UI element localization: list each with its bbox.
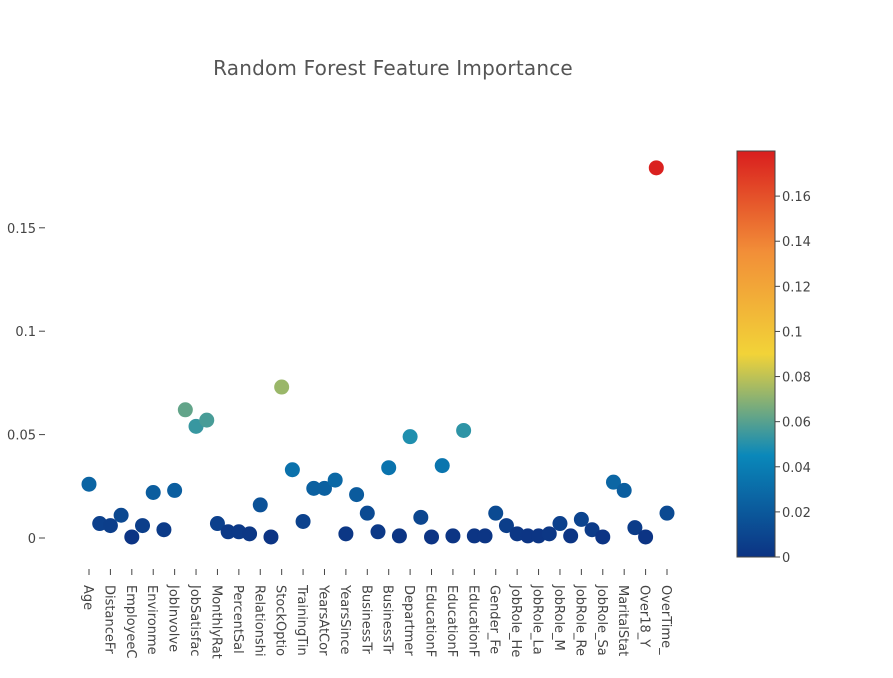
data-point[interactable] <box>263 529 279 545</box>
colorbar-tick-label: 0 <box>782 551 790 566</box>
data-point[interactable] <box>370 524 386 540</box>
data-point[interactable] <box>477 528 493 544</box>
x-tick-label: JobRole_Sa <box>594 584 609 656</box>
data-point[interactable] <box>284 462 300 478</box>
y-tick-label: 0.1 <box>15 325 36 340</box>
data-point[interactable] <box>167 482 183 498</box>
data-point[interactable] <box>274 379 290 395</box>
data-point[interactable] <box>541 526 557 542</box>
colorbar-scale <box>736 150 776 558</box>
data-point[interactable] <box>488 505 504 521</box>
data-point[interactable] <box>242 526 258 542</box>
data-point[interactable] <box>381 460 397 476</box>
data-point[interactable] <box>359 505 375 521</box>
y-axis: 0 0.05 0.1 0.15 <box>7 222 45 547</box>
data-point[interactable] <box>595 529 611 545</box>
x-tick-label: Age <box>80 585 95 610</box>
y-tick-label: 0.15 <box>7 222 36 237</box>
x-tick-label: JobRole_He <box>508 584 523 657</box>
data-points <box>81 160 675 545</box>
colorbar-tick-label: 0.04 <box>782 461 811 476</box>
data-point[interactable] <box>295 513 311 529</box>
data-point[interactable] <box>456 422 472 438</box>
colorbar-tick-label: 0.12 <box>782 280 811 295</box>
x-tick-label: Relationshi <box>251 585 266 657</box>
colorbar-tick-label: 0.1 <box>782 325 803 340</box>
data-point[interactable] <box>102 518 118 534</box>
data-point[interactable] <box>327 472 343 488</box>
x-tick-label: Over18_Y <box>637 585 652 647</box>
data-point[interactable] <box>605 474 621 490</box>
data-point[interactable] <box>220 524 236 540</box>
data-point[interactable] <box>135 518 151 534</box>
x-tick-label: EducationF <box>423 585 438 657</box>
y-tick-label: 0.05 <box>7 429 36 444</box>
data-point[interactable] <box>338 526 354 542</box>
data-point[interactable] <box>316 480 332 496</box>
data-point[interactable] <box>466 528 482 544</box>
data-point[interactable] <box>552 516 568 532</box>
data-point[interactable] <box>445 528 461 544</box>
x-tick-label: DistanceFr <box>101 585 116 654</box>
data-point[interactable] <box>616 482 632 498</box>
colorbar-tick-label: 0.14 <box>782 235 811 250</box>
data-point[interactable] <box>659 505 675 521</box>
x-tick-label: OverTime_ <box>658 585 673 655</box>
data-point[interactable] <box>156 522 172 538</box>
x-tick-label: PercentSal <box>230 585 245 654</box>
data-point[interactable] <box>498 518 514 534</box>
colorbar-tick-label: 0.16 <box>782 190 811 205</box>
data-point[interactable] <box>584 522 600 538</box>
data-point[interactable] <box>252 497 268 513</box>
data-point[interactable] <box>520 528 536 544</box>
x-tick-label: JobSatisfac <box>187 584 202 656</box>
data-point[interactable] <box>402 429 418 445</box>
data-point[interactable] <box>627 520 643 536</box>
colorbar-tick-label: 0.06 <box>782 416 811 431</box>
x-tick-label: Environme <box>144 585 159 655</box>
colorbar: 0 0.02 0.04 0.06 0.08 0.1 0.12 0.14 0.16 <box>736 150 811 566</box>
x-tick-label: JobInvolve <box>166 584 181 652</box>
data-point[interactable] <box>563 528 579 544</box>
data-point[interactable] <box>413 509 429 525</box>
colorbar-tick-label: 0.02 <box>782 506 811 521</box>
data-point[interactable] <box>434 458 450 474</box>
data-point[interactable] <box>648 160 664 176</box>
data-point[interactable] <box>638 529 654 545</box>
data-point[interactable] <box>113 507 129 523</box>
data-point[interactable] <box>145 485 161 501</box>
y-tick-label: 0 <box>28 532 36 547</box>
colorbar-tick-label: 0.08 <box>782 371 811 386</box>
data-point[interactable] <box>306 480 322 496</box>
x-tick-label: BusinessTr <box>358 585 373 654</box>
x-tick-label: StockOptio <box>273 585 288 656</box>
x-tick-label: YearsSince <box>337 584 352 655</box>
x-tick-label: JobRole_M <box>551 584 566 651</box>
data-point[interactable] <box>391 528 407 544</box>
x-tick-label: TrainingTin <box>294 584 309 656</box>
x-axis: Age DistanceFr EmployeeC Environme JobInvolv… <box>80 569 673 659</box>
chart-title: Random Forest Feature Importance <box>213 56 573 80</box>
x-tick-label: MaritalStat <box>615 585 630 656</box>
data-point[interactable] <box>124 529 140 545</box>
x-tick-label: EmployeeC <box>123 585 138 658</box>
data-point[interactable] <box>81 476 97 492</box>
data-point[interactable] <box>573 511 589 527</box>
x-tick-label: JobRole_Re <box>572 584 587 656</box>
data-point[interactable] <box>349 487 365 503</box>
x-tick-label: EducationF <box>465 585 480 657</box>
data-point[interactable] <box>424 529 440 545</box>
x-tick-label: Departmer <box>401 585 416 656</box>
x-tick-label: YearsAtCor <box>315 584 330 656</box>
data-point[interactable] <box>209 516 225 532</box>
x-tick-label: EducationF <box>444 585 459 657</box>
x-tick-label: Gender_Fe <box>487 585 502 654</box>
data-point[interactable] <box>177 402 193 418</box>
x-tick-label: MonthlyRat <box>208 585 223 659</box>
data-point[interactable] <box>199 412 215 428</box>
x-tick-label: BusinessTr <box>380 585 395 654</box>
x-tick-label: JobRole_La <box>530 584 545 655</box>
